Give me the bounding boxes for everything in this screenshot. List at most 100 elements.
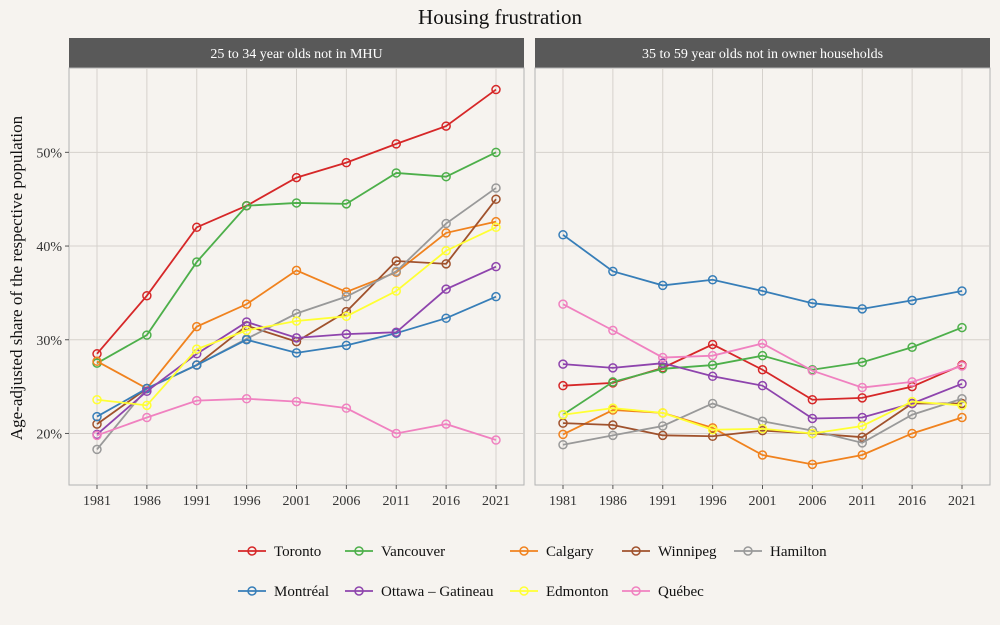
data-point (907, 396, 917, 407)
data-point (391, 286, 401, 296)
data-point (291, 198, 302, 208)
data-point (142, 412, 152, 423)
series-line (96, 397, 497, 441)
data-point (707, 398, 718, 409)
data-point (608, 377, 618, 387)
series-line (562, 326, 963, 416)
data-point (957, 286, 967, 296)
data-point (907, 428, 917, 439)
data-point (192, 395, 202, 406)
series-hamilton (558, 394, 967, 450)
x-tick-label: 1986 (599, 494, 627, 509)
data-point (558, 380, 568, 391)
legend-label: Ottawa – Gatineau (381, 584, 494, 600)
x-tick-label: 2016 (898, 494, 926, 509)
series-ottawa-gatineau (558, 358, 967, 424)
data-point (142, 400, 152, 411)
series-line (96, 265, 497, 436)
legend-item-calgary: Calgary (510, 544, 594, 560)
data-point (757, 286, 768, 296)
panel-title: 35 to 59 year olds not in owner househol… (642, 47, 883, 62)
panels: 25 to 34 year olds not in MHU 1981 1986 199… (36, 38, 991, 509)
data-point (491, 435, 501, 445)
data-point (341, 157, 352, 168)
data-point (957, 322, 967, 333)
data-point (608, 363, 618, 373)
x-tick-label: 2021 (948, 494, 976, 509)
data-point (291, 396, 302, 407)
legend-label: Québec (658, 584, 704, 600)
data-point (441, 245, 451, 256)
series-montreal (558, 230, 967, 314)
y-axis-label: Age-adjusted share of the respective pop… (7, 115, 26, 440)
data-point (558, 230, 568, 240)
data-point (907, 295, 917, 306)
data-point (491, 147, 501, 158)
legend-swatch-point (743, 546, 753, 556)
data-point (658, 352, 668, 363)
legend-swatch-point (631, 586, 641, 596)
data-point (241, 325, 252, 336)
data-point (707, 431, 718, 442)
data-point (441, 259, 451, 269)
data-point (857, 357, 867, 367)
series-toronto (92, 84, 501, 359)
x-tick-label: 2021 (482, 494, 510, 509)
data-point (291, 172, 302, 183)
data-point (491, 216, 501, 227)
data-point (92, 430, 102, 441)
legend-item-hamilton: Hamilton (734, 544, 827, 560)
legend-label: Hamilton (770, 544, 827, 560)
x-tick-label: 2011 (383, 494, 410, 509)
legend-swatch-point (519, 546, 529, 556)
data-point (558, 299, 568, 309)
data-point (441, 313, 451, 323)
data-point (291, 333, 302, 343)
data-point (341, 340, 352, 351)
data-point (957, 379, 967, 389)
data-point (341, 311, 352, 322)
legend-label: Edmonton (546, 584, 609, 600)
legend-swatch-point (247, 586, 257, 596)
data-point (608, 403, 618, 413)
data-point (957, 400, 967, 411)
legend-item-montreal: Montréal (238, 584, 329, 600)
data-point (707, 371, 718, 382)
data-point (291, 316, 302, 326)
data-point (807, 394, 818, 405)
data-point (957, 394, 967, 404)
legend-swatch-point (519, 586, 529, 596)
data-point (658, 364, 668, 374)
data-point (341, 329, 352, 339)
data-point (441, 171, 451, 182)
data-point (608, 325, 618, 336)
series-line (562, 409, 963, 466)
data-point (807, 413, 818, 424)
x-tick-label: 1981 (549, 494, 577, 509)
data-point (608, 430, 618, 441)
chart-title: Housing frustration (418, 5, 582, 29)
data-point (957, 361, 967, 371)
data-point (707, 424, 718, 435)
series-edmonton (558, 396, 967, 439)
x-tick-label: 1996 (699, 494, 727, 509)
data-point (907, 409, 917, 420)
legend-item-toronto: Toronto (238, 544, 321, 560)
legend-swatch-point (354, 586, 364, 596)
legend-item-quebec: Québec (622, 584, 704, 600)
series-line (96, 295, 497, 418)
panel-2: 35 to 59 year olds not in owner househol… (534, 38, 991, 509)
data-point (807, 428, 818, 439)
data-point (857, 393, 867, 403)
data-point (707, 275, 718, 285)
data-point (441, 284, 451, 294)
data-point (857, 382, 867, 393)
data-point (441, 228, 451, 238)
data-point (707, 360, 718, 370)
data-point (92, 356, 102, 367)
data-point (707, 339, 718, 350)
data-point (491, 291, 501, 302)
data-point (192, 344, 202, 354)
legend-label: Calgary (546, 544, 594, 560)
